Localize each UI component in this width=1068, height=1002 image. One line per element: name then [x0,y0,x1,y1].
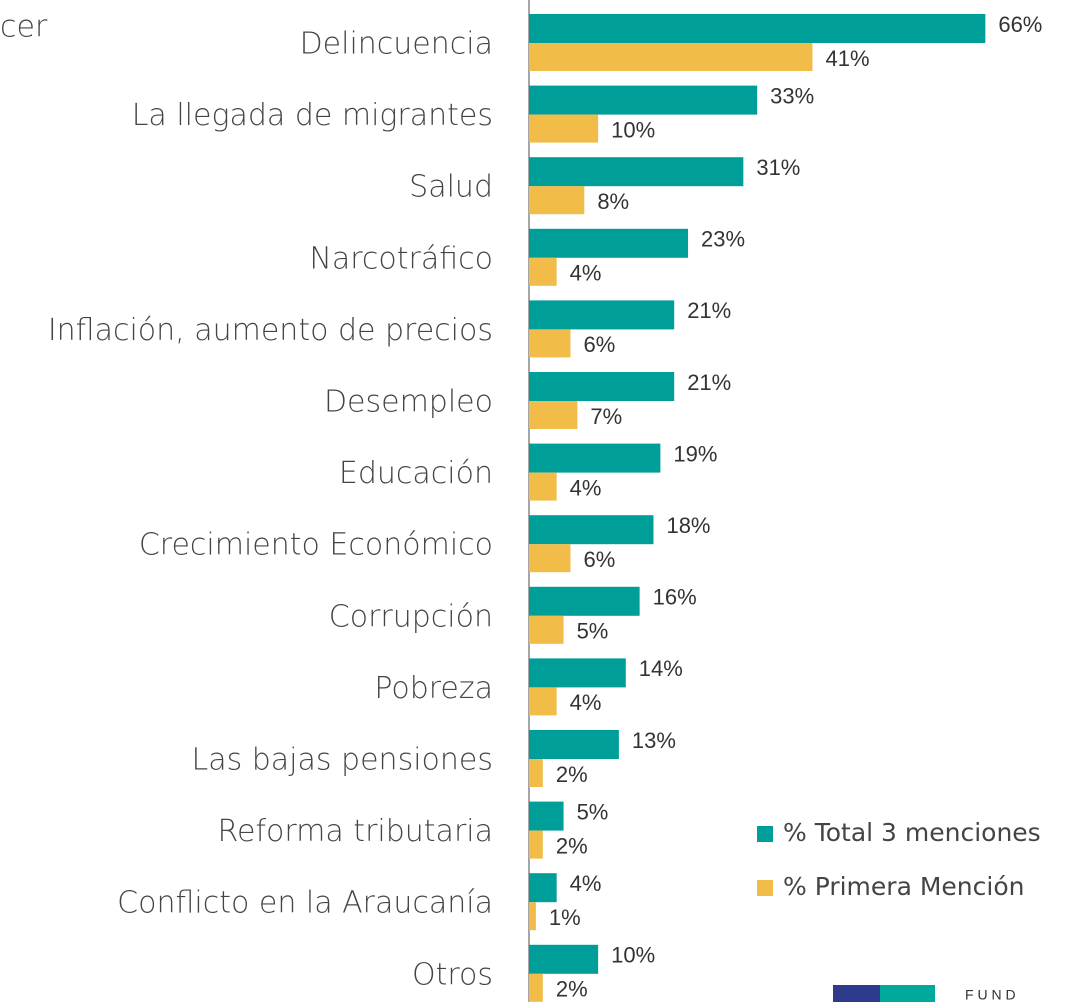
bar [529,801,564,831]
value-label: 33% [770,83,814,108]
value-label: 4% [570,871,602,896]
value-label: 10% [611,117,655,142]
bar [529,586,640,616]
value-label: 21% [687,370,731,395]
category-label: Crecimiento Económico [139,528,493,563]
legend-label: % Primera Mención [783,872,1024,901]
value-label: 4% [570,475,602,500]
bar [529,544,571,573]
value-label: 5% [577,619,609,644]
category-label: Pobreza [374,671,493,706]
bar [529,228,689,258]
category-label: Conflicto en la Araucanía [117,886,493,921]
bar [529,43,813,71]
bar [529,114,599,143]
value-label: 21% [687,298,731,323]
bar [529,472,557,501]
value-label: 23% [701,227,745,252]
category-label: Narcotráfico [309,241,493,276]
logo-shape [880,985,935,1002]
category-label: Desempleo [324,385,493,420]
value-label: 19% [673,441,717,466]
category-label: Inflación, aumento de precios [48,313,493,348]
category-label: Las bajas pensiones [191,743,493,778]
bar [529,830,543,859]
bar [529,944,599,974]
value-label: 5% [577,799,609,824]
category-label: Salud [409,170,493,205]
category-label: Otros [412,957,493,992]
chart-title: cer [0,10,48,45]
bar [529,902,536,931]
bar [529,443,661,473]
category-label: La llegada de migrantes [132,98,493,133]
value-label: 2% [556,977,588,1002]
bar [529,658,626,688]
legend-label: % Total 3 menciones [783,818,1041,847]
value-label: 18% [666,513,710,538]
value-label: 8% [597,189,629,214]
category-label: Reforma tributaria [217,814,493,849]
bar [529,157,744,187]
logo-shape [833,985,893,1002]
bar [529,515,654,545]
value-label: 14% [639,656,683,681]
legend-swatch [757,826,773,842]
bar [529,372,675,401]
value-label: 31% [756,155,800,180]
bar [529,300,675,330]
category-label: Corrupción [329,599,493,634]
value-label: 6% [583,332,615,357]
bar [529,85,758,115]
bar [529,329,571,358]
bar [529,730,619,759]
value-label: 16% [653,585,697,610]
bar [529,873,557,903]
bar [529,973,543,1002]
value-label: 66% [998,12,1042,37]
category-label: Educación [339,456,493,491]
value-label: 6% [583,547,615,572]
value-label: 4% [570,261,602,286]
legend-swatch [757,880,773,896]
value-label: 41% [825,46,869,71]
bar [529,186,585,215]
value-label: 1% [549,905,581,930]
value-label: 7% [590,404,622,429]
category-label: Delincuencia [300,27,493,62]
logo-text: F U N D [965,987,1016,1002]
value-label: 13% [632,728,676,753]
bar [529,14,986,43]
logo: F U N D [833,985,1016,1002]
value-label: 10% [611,943,655,968]
bar [529,257,557,286]
bar [529,401,578,429]
bar [529,687,557,716]
value-label: 4% [570,690,602,715]
value-label: 2% [556,833,588,858]
value-label: 2% [556,762,588,787]
bar [529,759,543,787]
bar [529,615,564,644]
